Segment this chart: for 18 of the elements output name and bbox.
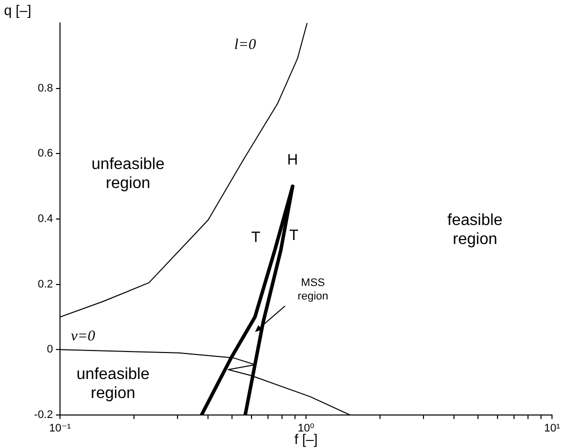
series-label: T xyxy=(251,229,260,246)
x-tick-label: 10⁻¹ xyxy=(49,422,72,435)
y-tick-label: 0.8 xyxy=(38,82,53,94)
annotation: feasible region xyxy=(447,212,503,248)
annotation: unfeasible region xyxy=(92,156,165,192)
text: l=0 xyxy=(234,36,256,53)
y-tick-label: 0 xyxy=(46,344,53,356)
y-tick-label: 0.2 xyxy=(38,278,53,290)
annotation: MSS region xyxy=(298,277,328,302)
annotation: H xyxy=(287,151,298,168)
y-tick-label: -0.2 xyxy=(34,409,53,422)
y-axis-title: q [–] xyxy=(4,2,32,18)
y-tick-label: 0.4 xyxy=(38,213,53,226)
series-label: T xyxy=(289,227,298,244)
annotation: unfeasible region xyxy=(76,366,150,402)
series-label: v=0 xyxy=(70,328,96,345)
y-tick-label: 0.6 xyxy=(38,148,53,160)
x-tick-label: 10¹ xyxy=(544,422,560,435)
